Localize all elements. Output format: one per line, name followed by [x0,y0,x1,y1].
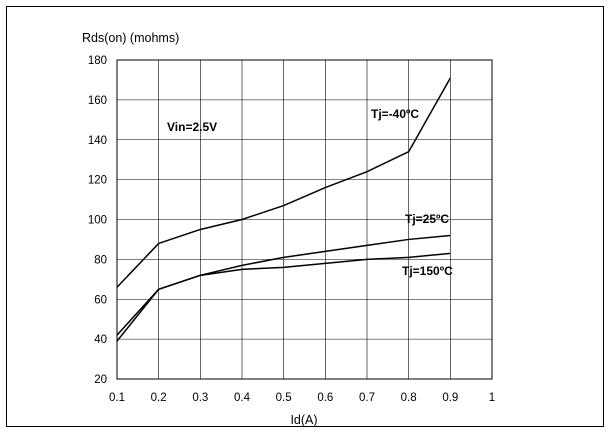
series-line-2 [116,252,451,342]
series-line-0 [116,77,451,288]
y-tick-label: 40 [94,334,107,346]
x-tick-label: 0.6 [317,392,333,404]
x-tick-label: 0.3 [192,392,208,404]
y-tick-label: 60 [94,294,107,306]
x-tick-label: 0.1 [109,392,125,404]
x-tick-label: 0.9 [442,392,458,404]
x-tick-label: 0.8 [401,392,417,404]
x-axis-ticks: 0.1 0.2 0.3 0.4 0.5 0.6 0.7 0.8 0.9 1 [109,392,495,404]
x-tick-label: 0.7 [359,392,375,404]
series-lines [116,77,451,342]
x-tick-label: 1 [489,392,495,404]
y-axis-title: Rds(on) (mohms) [82,31,179,45]
x-tick-label: 0.4 [234,392,251,404]
y-tick-label: 160 [88,95,107,107]
series-label-tj-25: Tj=25ºC [405,212,449,226]
annotation-vin: Vin=2.5V [167,120,217,134]
grid [117,60,492,379]
plot-area [116,59,493,380]
series-label-tj-minus40: Tj=-40ºC [371,107,419,121]
y-tick-label: 20 [94,374,107,386]
x-axis-title: Id(A) [290,413,317,427]
x-tick-label: 0.2 [151,392,167,404]
chart-frame [6,6,604,427]
y-tick-label: 120 [88,175,107,187]
y-axis-ticks: 20 40 60 80 100 120 140 160 180 [88,55,107,386]
y-tick-label: 180 [88,55,107,67]
x-tick-label: 0.5 [276,392,292,404]
y-tick-label: 100 [88,215,107,227]
series-label-tj-150: Tj=150ºC [402,264,453,278]
y-tick-label: 140 [88,135,107,147]
y-tick-label: 80 [94,254,107,266]
